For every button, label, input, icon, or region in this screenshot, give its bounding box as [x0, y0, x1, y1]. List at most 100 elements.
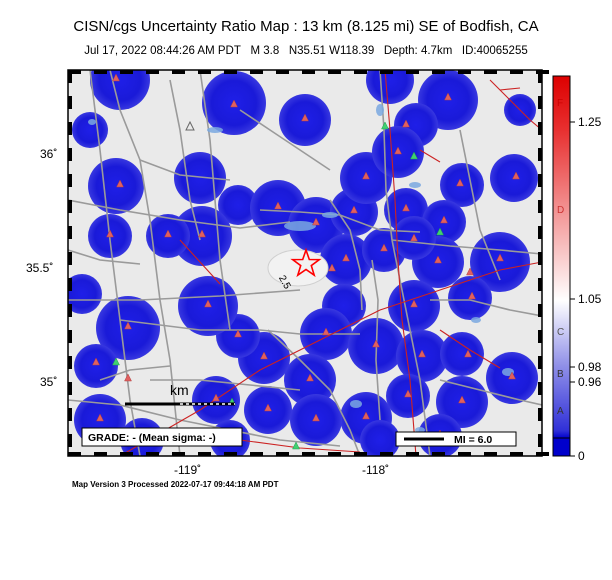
colorbar-letter-b: B	[557, 369, 564, 380]
frame-tick	[68, 70, 72, 83]
event-date: Jul 17, 2022 08:44:26 AM PDT	[84, 45, 241, 57]
frame-tick	[380, 70, 393, 74]
road	[68, 399, 341, 447]
triangle-icon	[260, 351, 268, 360]
map-frame	[67, 69, 549, 457]
frame-tick	[198, 70, 211, 74]
mi-legend-label: MI = 6.0	[454, 434, 492, 446]
frame-tick	[198, 452, 211, 456]
road	[379, 70, 393, 241]
lat-tick-36: 36˚	[40, 147, 57, 161]
frame-tick	[406, 452, 419, 456]
uncertainty-blob	[68, 274, 102, 314]
scale-bar: km	[125, 382, 235, 406]
uncertainty-blob	[174, 152, 226, 204]
frame-tick	[68, 70, 81, 74]
frame-tick	[538, 226, 542, 239]
road	[430, 299, 542, 317]
road	[99, 365, 171, 381]
triangle-icon	[372, 339, 380, 348]
triangle-icon	[212, 393, 220, 402]
road	[391, 239, 431, 456]
mi-legend: MI = 6.0	[395, 431, 517, 447]
frame-tick	[538, 304, 542, 317]
roads-layer	[68, 70, 542, 456]
lake	[88, 119, 96, 125]
frame-tick	[68, 226, 72, 239]
road	[439, 379, 542, 406]
uncertainty-blob	[360, 420, 400, 456]
uncertainty-blob	[470, 232, 530, 292]
road	[239, 109, 331, 171]
road	[459, 129, 501, 281]
event-id: ID:40065255	[461, 45, 528, 57]
frame-tick	[68, 356, 72, 369]
frame-tick	[538, 278, 542, 291]
frame-tick	[276, 452, 289, 456]
lon-tick-118: -118˚	[362, 463, 389, 477]
colorbar: 1.25 1.05 0.98 0.96 0 F D C B A	[552, 75, 602, 463]
lake	[207, 127, 223, 133]
frame-tick	[68, 304, 72, 317]
frame-tick	[68, 174, 72, 187]
frame-tick	[120, 452, 133, 456]
triangle-icon	[124, 321, 132, 330]
triangle-icon	[466, 267, 474, 276]
triangle-icon	[410, 151, 418, 160]
triangle-icon	[106, 229, 114, 238]
triangle-icon	[322, 327, 330, 336]
road	[391, 239, 542, 255]
colorbar-letter-d: D	[557, 205, 564, 216]
triangle-icon	[112, 73, 120, 82]
fault-line	[239, 439, 361, 453]
frame-tick	[536, 70, 549, 74]
triangle-icon	[380, 243, 388, 252]
triangle-icon	[328, 263, 336, 272]
fault-line	[499, 87, 521, 91]
triangle-icon	[96, 413, 104, 422]
triangle-icon	[301, 113, 309, 122]
colorbar-value-5: 0	[578, 449, 585, 463]
map-title: CISN/cgs Uncertainty Ratio Map : 13 km (…	[73, 18, 539, 35]
grade-text: GRADE: - (Mean sigma: -)	[88, 432, 216, 444]
road	[68, 289, 301, 301]
triangle-icon	[410, 299, 418, 308]
triangle-icon	[124, 373, 132, 382]
lake	[284, 221, 316, 231]
uncertainty-blob	[366, 70, 414, 104]
frame-tick	[354, 452, 367, 456]
road	[199, 70, 231, 331]
triangle-icon	[292, 441, 300, 450]
frame-tick	[354, 70, 367, 74]
triangle-icon	[204, 299, 212, 308]
frame-tick	[510, 452, 523, 456]
event-depth: Depth: 4.7km	[383, 45, 453, 57]
road	[267, 329, 361, 456]
triangle-icon	[418, 349, 426, 358]
frame-tick	[68, 278, 72, 291]
frame-tick	[538, 70, 542, 83]
frame-tick	[406, 70, 419, 74]
triangle-icon	[410, 233, 418, 242]
triangle-icon	[274, 201, 282, 210]
uncertainty-blob	[74, 344, 118, 388]
frame-tick	[146, 70, 159, 74]
triangle-icon	[496, 253, 504, 262]
frame-tick	[538, 200, 542, 213]
uncertainty-blob	[90, 70, 150, 110]
triangle-icon	[394, 146, 402, 155]
triangle-icon	[436, 227, 444, 236]
frame-tick	[484, 70, 497, 74]
triangle-icon	[185, 120, 195, 131]
triangle-icon	[230, 99, 238, 108]
scale-bar-label: km	[170, 382, 189, 398]
triangle-icon	[434, 255, 442, 264]
frame-tick	[328, 452, 341, 456]
frame-tick	[538, 382, 542, 395]
frame-tick	[68, 252, 72, 265]
triangle-icon	[440, 215, 448, 224]
frame-tick	[68, 434, 72, 447]
road	[329, 199, 363, 311]
triangle-icon	[362, 411, 370, 420]
